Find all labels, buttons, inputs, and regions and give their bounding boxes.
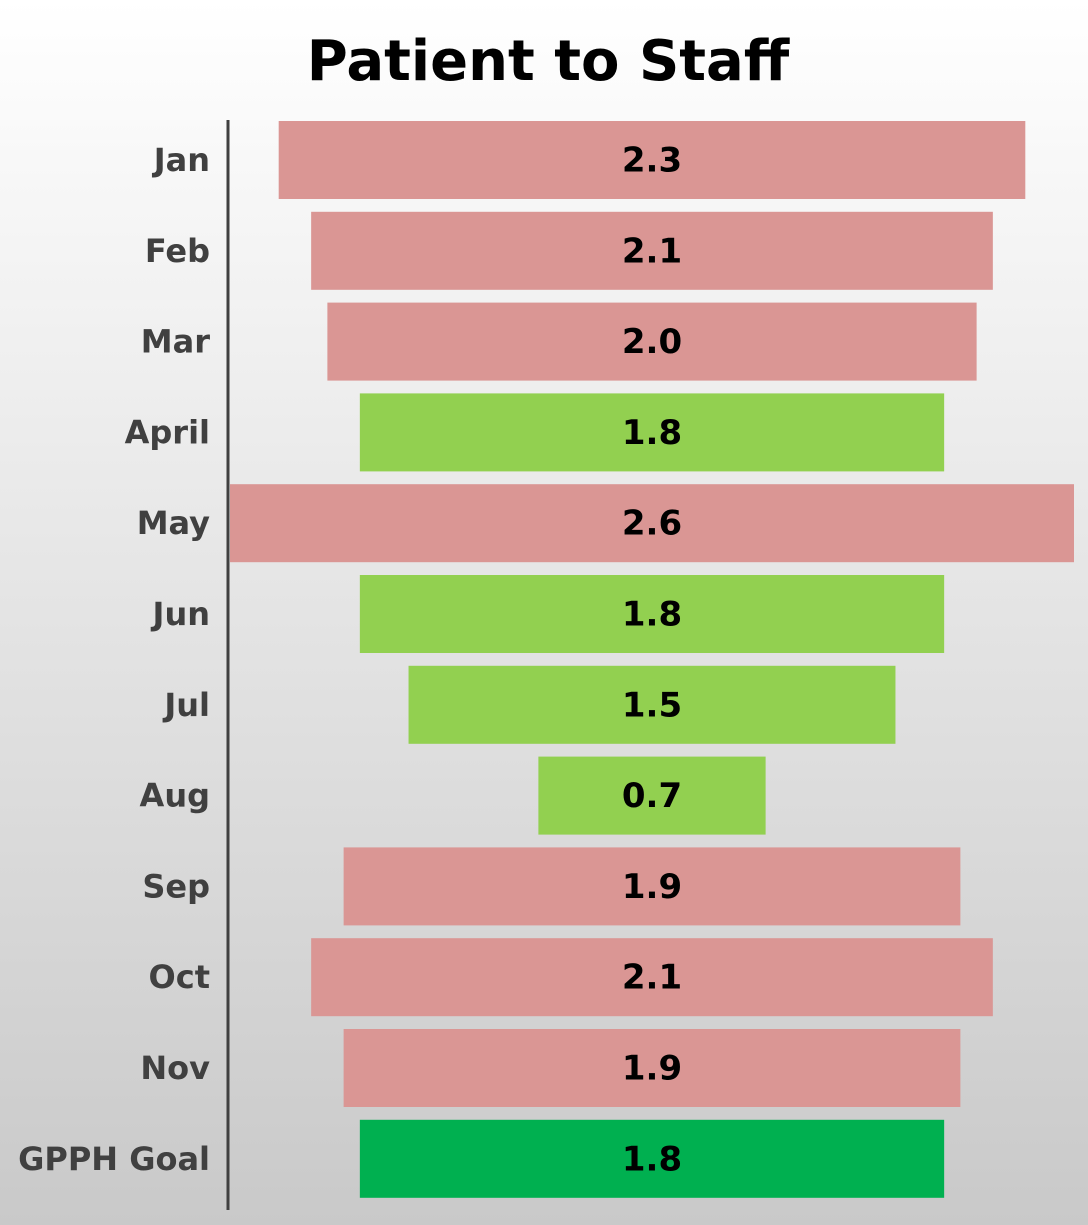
bar — [278, 121, 1026, 199]
category-label: Aug — [140, 777, 210, 815]
bar — [408, 665, 896, 744]
bar — [359, 393, 945, 472]
category-label: Feb — [145, 232, 210, 270]
value-label: 2.1 — [622, 231, 682, 271]
bar — [327, 302, 977, 381]
category-label: Jan — [152, 141, 210, 179]
category-label: Sep — [142, 867, 210, 905]
category-label: Jul — [162, 686, 210, 724]
bar — [311, 938, 993, 1017]
category-label: May — [137, 504, 210, 542]
bar — [359, 575, 945, 653]
bar — [343, 1029, 961, 1107]
value-label: 0.7 — [622, 776, 682, 816]
value-label: 1.8 — [622, 413, 682, 453]
value-label: 1.8 — [622, 1139, 682, 1179]
value-label: 2.3 — [622, 141, 682, 181]
category-label: April — [125, 413, 210, 451]
value-label: 1.8 — [622, 595, 682, 635]
bar — [311, 211, 993, 290]
chart-title: Patient to Staff — [307, 29, 790, 94]
value-label: 2.1 — [622, 958, 682, 998]
value-label: 2.6 — [622, 504, 682, 544]
category-label: Oct — [149, 958, 210, 996]
bar — [230, 484, 1074, 563]
bar — [538, 756, 766, 835]
category-label: Jun — [151, 595, 210, 633]
category-label: Nov — [140, 1049, 210, 1087]
category-label: Mar — [141, 323, 210, 361]
value-label: 1.5 — [622, 685, 682, 725]
category-label: GPPH Goal — [18, 1140, 210, 1178]
value-label: 2.0 — [622, 322, 682, 362]
bar — [343, 847, 961, 926]
value-label: 1.9 — [622, 1049, 682, 1089]
value-label: 1.9 — [622, 867, 682, 907]
bar — [359, 1119, 945, 1198]
